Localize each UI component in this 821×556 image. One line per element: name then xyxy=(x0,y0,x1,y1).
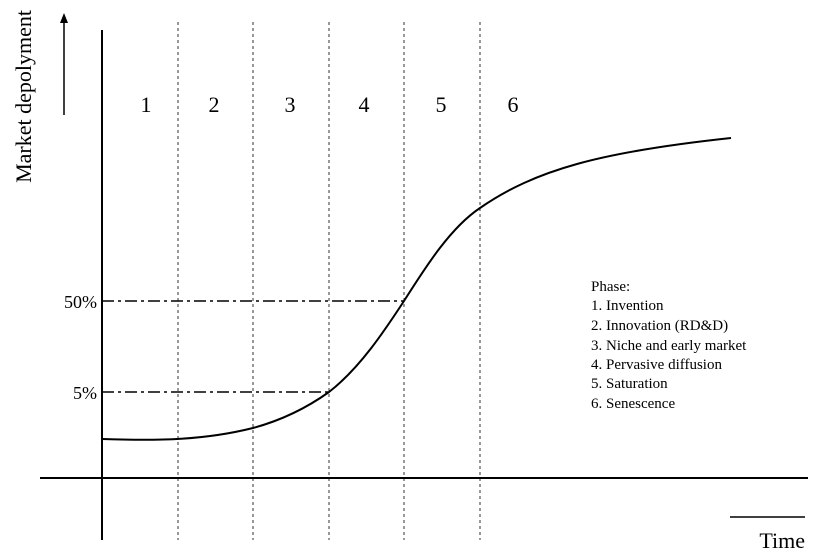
y-axis-label: Market depolyment xyxy=(11,10,36,183)
legend-title: Phase: xyxy=(591,279,630,295)
legend-item-2: 2. Innovation (RD&D) xyxy=(591,318,728,334)
phase-number-2: 2 xyxy=(209,92,220,117)
legend-item-6: 6. Senescence xyxy=(591,396,675,412)
phase-number-3: 3 xyxy=(285,92,296,117)
phase-numbers: 1 2 3 4 5 6 xyxy=(141,92,519,117)
percent-label-50: 50% xyxy=(64,292,97,312)
phase-boundaries xyxy=(177,22,481,540)
y-axis-label-arrowhead xyxy=(60,13,68,23)
phase-number-6: 6 xyxy=(508,92,519,117)
phase-number-4: 4 xyxy=(359,92,370,117)
legend-item-3: 3. Niche and early market xyxy=(591,338,747,354)
s-curve xyxy=(101,137,732,441)
legend-item-1: 1. Invention xyxy=(591,298,664,314)
legend-item-4: 4. Pervasive diffusion xyxy=(591,357,722,373)
phase-number-1: 1 xyxy=(141,92,152,117)
phase-legend: Phase: 1. Invention 2. Innovation (RD&D)… xyxy=(591,279,747,412)
percent-label-5: 5% xyxy=(73,383,97,403)
legend-item-5: 5. Saturation xyxy=(591,376,668,392)
x-axis-label: Time xyxy=(759,528,805,553)
phase-number-5: 5 xyxy=(436,92,447,117)
